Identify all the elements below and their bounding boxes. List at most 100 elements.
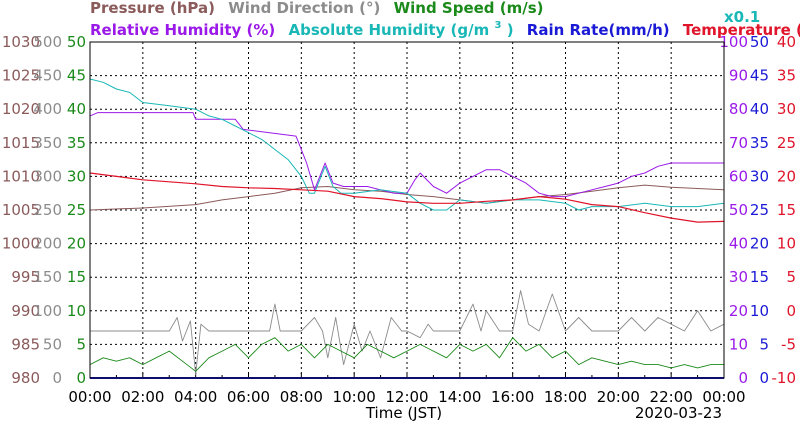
series-pressure-hpa: [89, 184, 725, 211]
y-tick-label-temperature: 15: [777, 201, 796, 219]
y-tick-label-temperature: 5: [786, 268, 796, 286]
plot-border: [89, 41, 725, 379]
y-tick-label-wind-direction: 350: [33, 134, 62, 152]
y-tick-label-wind-speed: 45: [67, 67, 86, 85]
y-tick-label-rain-rate: 10: [750, 302, 769, 320]
y-tick-label-temperature: 40: [777, 33, 796, 51]
y-tick-label-wind-speed: 25: [67, 201, 86, 219]
y-tick-label-temperature: 35: [777, 67, 796, 85]
y-tick-label-humidity: 20: [729, 302, 748, 320]
y-tick-label-rain-rate: 25: [750, 201, 769, 219]
series-temperature-c: [89, 172, 725, 223]
y-tick-label-humidity: 0: [738, 369, 748, 387]
x-tick-label: 00:00: [68, 388, 111, 406]
x-tick-label: 06:00: [227, 388, 270, 406]
y-tick-label-humidity: 30: [729, 268, 748, 286]
y-tick-label-rain-rate: 20: [750, 235, 769, 253]
legend-absolute-humidity: Absolute Humidity (g/m: [289, 21, 490, 39]
y-tick-label-wind-speed: 35: [67, 134, 86, 152]
x-tick-label: 00:00: [702, 388, 745, 406]
y-tick-label-pressure: 1000: [2, 235, 40, 253]
y-tick-label-pressure: 1025: [2, 67, 40, 85]
y-tick-label-pressure: 1015: [2, 134, 40, 152]
y-tick-label-wind-speed: 10: [67, 302, 86, 320]
y-tick-label-humidity: 100: [719, 33, 748, 51]
y-tick-label-wind-direction: 250: [33, 201, 62, 219]
x-tick-label: 16:00: [491, 388, 534, 406]
y-tick-label-wind-direction: 50: [43, 335, 62, 353]
x-tick-label: 14:00: [438, 388, 481, 406]
y-tick-label-humidity: 50: [729, 201, 748, 219]
y-tick-label-humidity: 60: [729, 167, 748, 185]
y-tick-label-rain-rate: 45: [750, 67, 769, 85]
y-tick-label-wind-speed: 50: [67, 33, 86, 51]
series-relative-humidity: [89, 112, 724, 198]
y-tick-label-rain-rate: 30: [750, 167, 769, 185]
y-tick-label-pressure: 1010: [2, 167, 40, 185]
y-tick-label-humidity: 80: [729, 100, 748, 118]
y-tick-label-wind-direction: 150: [33, 268, 62, 286]
y-tick-label-humidity: 70: [729, 134, 748, 152]
legend-absolute-humidity-close: ): [507, 21, 514, 39]
series-wind-direction: [90, 290, 725, 376]
y-tick-label-pressure: 980: [11, 369, 40, 387]
y-tick-label-wind-speed: 5: [76, 335, 86, 353]
y-tick-label-wind-direction: 400: [33, 100, 62, 118]
y-tick-label-wind-speed: 20: [67, 235, 86, 253]
absolute-humidity-scale-note: x0.1: [724, 8, 760, 26]
y-tick-label-temperature: 25: [777, 134, 796, 152]
y-tick-label-humidity: 90: [729, 67, 748, 85]
y-tick-label-temperature: 10: [777, 235, 796, 253]
y-tick-label-pressure: 1020: [2, 100, 40, 118]
y-tick-label-wind-speed: 0: [76, 369, 86, 387]
y-tick-label-wind-speed: 30: [67, 167, 86, 185]
y-tick-label-pressure: 995: [11, 268, 40, 286]
y-tick-label-wind-speed: 15: [67, 268, 86, 286]
axis-ticks: 00:00 02:00 04:00 06:00 08:00 10:00 12:00 14:00…: [2, 33, 796, 406]
y-tick-label-rain-rate: 40: [750, 100, 769, 118]
x-tick-label: 02:00: [121, 388, 164, 406]
y-tick-label-temperature: -5: [781, 335, 796, 353]
x-tick-label: 10:00: [333, 388, 376, 406]
y-tick-label-temperature: -10: [772, 369, 797, 387]
legend-relative-humidity: Relative Humidity (%): [90, 21, 275, 39]
y-tick-label-temperature: 0: [786, 302, 796, 320]
y-tick-label-pressure: 1005: [2, 201, 40, 219]
date-label: 2020-03-23: [635, 404, 722, 422]
y-tick-label-temperature: 20: [777, 167, 796, 185]
y-tick-label-humidity: 10: [729, 335, 748, 353]
legend-row-1: Pressure (hPa) Wind Direction (°) Wind S…: [90, 0, 544, 17]
x-tick-label: 18:00: [544, 388, 587, 406]
y-tick-label-pressure: 990: [11, 302, 40, 320]
x-axis-label: Time (JST): [365, 404, 442, 422]
y-tick-label-humidity: 40: [729, 235, 748, 253]
x-tick-label: 12:00: [385, 388, 428, 406]
y-tick-label-wind-speed: 40: [67, 100, 86, 118]
y-tick-label-rain-rate: 5: [759, 335, 769, 353]
series-absolute-humidity-g-m3: [89, 78, 725, 211]
grid-lines: [90, 42, 724, 378]
legend-temperature: Temperature (°C): [683, 21, 800, 39]
y-tick-label-pressure: 1030: [2, 33, 40, 51]
x-tick-label: 20:00: [597, 388, 640, 406]
y-tick-label-rain-rate: 50: [750, 33, 769, 51]
y-tick-label-wind-direction: 0: [52, 369, 62, 387]
y-tick-label-wind-direction: 300: [33, 167, 62, 185]
y-tick-label-temperature: 30: [777, 100, 796, 118]
legend-wind-speed: Wind Speed (m/s): [394, 0, 544, 17]
legend-rain-rate: Rain Rate(mm/h): [527, 21, 670, 39]
legend-wind-direction: Wind Direction (°): [228, 0, 380, 17]
x-tick-label: 04:00: [174, 388, 217, 406]
legend-absolute-humidity-superscript: 3: [494, 20, 501, 31]
y-tick-label-wind-direction: 200: [33, 235, 62, 253]
y-tick-label-rain-rate: 15: [750, 268, 769, 286]
x-tick-label: 08:00: [280, 388, 323, 406]
legend-row-2: Relative Humidity (%) Absolute Humidity …: [90, 14, 800, 39]
x-tick-label: 22:00: [650, 388, 693, 406]
series-wind-speed-m-s: [89, 337, 724, 372]
plot-frame: [89, 41, 725, 379]
y-tick-label-pressure: 985: [11, 335, 40, 353]
y-tick-label-wind-direction: 100: [33, 302, 62, 320]
legend-pressure: Pressure (hPa): [90, 0, 215, 17]
y-tick-label-rain-rate: 35: [750, 134, 769, 152]
